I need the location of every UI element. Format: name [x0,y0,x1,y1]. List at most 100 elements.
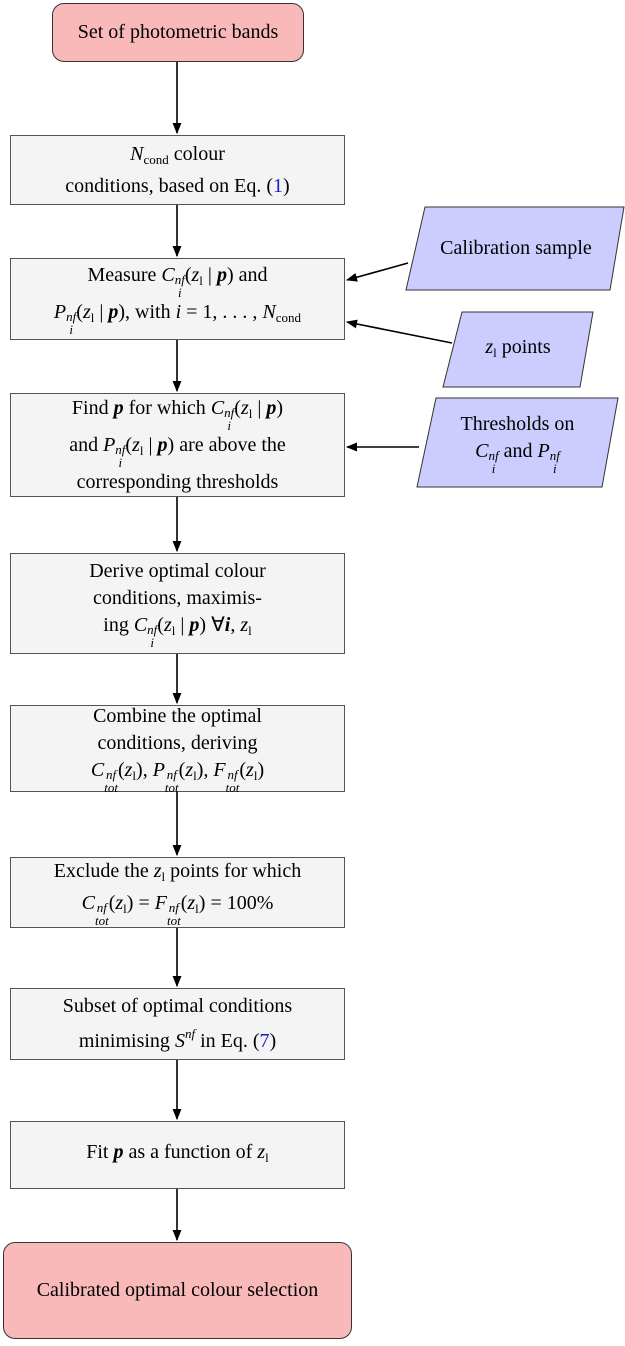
text-run: z [187,892,196,914]
text-line: Thresholds on [461,411,575,438]
text-run: Exclude the [53,860,154,882]
superscript: nf [488,447,499,463]
text-run: | [202,264,217,286]
text-run: ( [178,759,186,781]
process-node: Derive optimal colour conditions, maximis… [10,553,345,654]
subscript: i [227,417,232,433]
text-run: z [185,759,194,781]
text-line: Combine the optimal [93,703,262,730]
text-run: points [496,335,551,358]
text-run: ) [269,1030,277,1052]
text-run: z [240,396,249,419]
text-run: ( [76,301,83,323]
text-run: ) are above the [167,433,286,456]
text-run: F [213,759,226,781]
superscript: nf [106,767,117,782]
text-run: Fit [86,1141,114,1163]
text-run: z [240,614,249,636]
text-run: P [152,759,165,781]
text-run: ( [108,892,116,914]
text-line: minimising Snf in Eq. (7) [79,1020,276,1055]
process-node: Fit p as a function of zl [10,1121,345,1189]
text-run: l [193,768,197,783]
sup-sub: nf tot [104,768,118,794]
text-run: Combine the optimal [93,705,262,727]
text-run: ( [117,759,125,781]
text-run: p [266,396,277,419]
text-run: | [175,614,190,636]
text-run: Measure [87,264,162,286]
text-run: and [69,433,104,456]
text-run: p [216,264,227,286]
text-run: cond [143,151,169,167]
subscript: tot [94,913,109,928]
text-line: conditions, maximis- [93,585,262,612]
superscript: nf [166,767,177,782]
sup-sub: nf tot [167,901,181,927]
subscript: i [552,460,557,476]
text-run: conditions, based on Eq. ( [65,174,274,197]
text-run: l [199,273,203,288]
sup-sub: nf i [147,623,157,649]
text-run: p [157,433,168,456]
subscript: i [177,285,182,300]
text-run: C [475,439,489,462]
text-run: ( [239,759,247,781]
text-run: P [53,301,67,323]
text-run: colour [168,142,225,165]
text-run: nf [184,1026,196,1041]
text-run: conditions, deriving [97,732,258,754]
sup-sub: nf i [550,449,560,475]
superscript: nf [66,309,77,324]
sup-sub: nf i [488,449,498,475]
text-run: l [90,310,95,325]
superscript: nf [227,767,238,782]
text-line: Calibrated optimal colour selection [37,1277,319,1304]
text-run: l [265,1150,269,1165]
subscript: tot [164,780,179,795]
text-run: l [195,901,199,916]
text-run: | [143,433,158,456]
text-run: ) ∀ [199,614,225,636]
text-run: l [248,623,252,638]
terminal-node: Calibrated optimal colour selection [3,1242,352,1339]
text-run: ) [283,174,290,197]
equation-link: 1 [273,174,284,197]
text-line: Exclude the zl points for which [54,858,301,890]
subscript: i [491,460,496,476]
text-run: p [108,301,119,323]
sup-sub: nf tot [226,768,240,794]
subscript: tot [225,780,240,795]
sup-sub: nf i [175,273,185,299]
text-run: z [191,264,200,286]
text-run: for which [123,396,211,419]
sup-sub: nf i [224,406,234,432]
superscript: nf [168,900,179,915]
arrows [172,62,453,1242]
text-run: = 1, . . . , [181,301,263,323]
text-run: Calibration sample [440,237,592,259]
text-run: l [248,405,253,421]
text-run: in Eq. ( [195,1030,260,1052]
superscript: nf [147,622,158,637]
text-run: l [139,442,144,458]
text-line: conditions, deriving [98,730,258,757]
text-run: Derive optimal colour [89,560,266,582]
text-run: ), [196,759,214,781]
text-run: N [262,301,276,323]
text-run: Thresholds on [460,412,575,435]
text-run: C [210,396,225,419]
text-run: l [171,623,176,638]
text-run: ) [276,396,284,419]
